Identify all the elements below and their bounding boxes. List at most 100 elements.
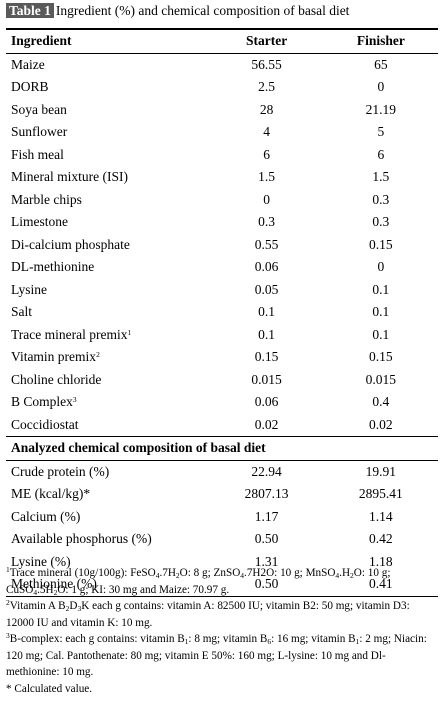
composition-name: Crude protein (%) — [11, 463, 110, 479]
table-row: Di-calcium phosphate 0.55 0.15 — [6, 234, 438, 257]
table-row: B Complex3 0.06 0.4 — [6, 391, 438, 414]
ingredient-name: Trace mineral premix — [11, 326, 128, 342]
table-header-row: Ingredient Starter Finisher — [6, 29, 438, 53]
footnote-mark: 2 — [96, 350, 100, 359]
ingredient-name: Mineral mixture (ISI) — [11, 169, 128, 184]
composition-name: Available phosphorus (%) — [11, 531, 152, 546]
finisher-value: 1.14 — [369, 508, 393, 524]
finisher-value: 65 — [374, 56, 388, 72]
footnote-2: 2Vitamin A B2D3K each g contains: vitami… — [6, 598, 410, 629]
table-row: Maize 56.55 65 — [6, 53, 438, 76]
finisher-value: 0.41 — [323, 573, 438, 597]
finisher-value: 0.3 — [372, 214, 390, 229]
starter-value: 56.55 — [251, 56, 282, 72]
ingredient-cell: Lysine — [6, 279, 210, 302]
starter-value: 0.55 — [254, 236, 279, 252]
finisher-value: 0.1 — [372, 281, 390, 297]
composition-name: Calcium (%) — [11, 508, 81, 524]
table-row: Crude protein (%) 22.94 19.91 — [6, 460, 438, 483]
starter-value: 0.015 — [251, 371, 282, 387]
finisher-value: 0.42 — [369, 531, 393, 546]
starter-value: 28 — [259, 101, 274, 117]
starter-value: 1.17 — [254, 508, 279, 524]
finisher-value: 19.91 — [365, 463, 397, 479]
starter-value: 4 — [263, 124, 270, 139]
table-row: Sunflower 4 5 — [6, 121, 438, 144]
ingredient-name: Marble chips — [11, 191, 82, 207]
ingredient-cell: Mineral mixture (ISI) — [6, 166, 210, 189]
starter-value: 6 — [263, 146, 270, 162]
header-ingredient: Ingredient — [11, 33, 72, 48]
table-row: Lysine 0.05 0.1 — [6, 279, 438, 302]
starter-value: 0 — [263, 191, 270, 207]
starter-value: 22.94 — [251, 463, 282, 479]
section-title: Analyzed chemical composition of basal d… — [6, 436, 438, 461]
ingredient-name: Lysine — [11, 281, 47, 297]
header-finisher: Finisher — [356, 33, 405, 48]
starter-value: 1.31 — [254, 553, 279, 569]
table-row: DORB 2.5 0 — [6, 76, 438, 99]
table-row: Lysine (%) 1.31 1.18 — [6, 551, 438, 574]
starter-value: 0.3 — [258, 214, 276, 229]
finisher-value: 21.19 — [365, 101, 397, 117]
ingredient-cell: Limestone — [6, 211, 210, 234]
finisher-value: 0.02 — [369, 416, 393, 432]
table-row: Trace mineral premix1 0.1 0.1 — [6, 324, 438, 347]
ingredient-name: Soya bean — [11, 101, 67, 117]
finisher-value: 2895.41 — [358, 486, 403, 501]
ingredient-cell: Di-calcium phosphate — [6, 234, 210, 257]
starter-value: 0.05 — [254, 281, 279, 297]
ingredient-name: Salt — [11, 304, 33, 319]
table-row: Calcium (%) 1.17 1.14 — [6, 506, 438, 529]
ingredient-name: DL-methionine — [11, 259, 95, 274]
table-row: Salt 0.1 0.1 — [6, 301, 438, 324]
ingredients-body: Maize 56.55 65 DORB 2.5 0 Soya bean 28 21.19 Sunf… — [6, 53, 438, 437]
ingredient-cell: Vitamin premix2 — [6, 346, 210, 369]
composition-name: Lysine (%) — [11, 553, 71, 569]
ingredient-cell: Trace mineral premix1 — [6, 324, 210, 347]
ingredient-cell: Salt — [6, 301, 210, 324]
table-caption: Table 1 Ingredient (%) and chemical compo… — [6, 3, 349, 19]
ingredient-cell: Soya bean — [6, 99, 210, 122]
footnote-1: 1Trace mineral (10g/100g): FeSO4.7H2O: 8… — [6, 565, 391, 597]
table-row: Vitamin premix2 0.15 0.15 — [6, 346, 438, 369]
footnotes: 1Trace mineral (10g/100g): FeSO4.7H2O: 8… — [6, 565, 438, 697]
table-row: Soya bean 28 21.19 — [6, 99, 438, 122]
composition-name: Methionine (%) — [6, 573, 210, 597]
header-starter: Starter — [245, 33, 288, 48]
table-row: ME (kcal/kg)* 2807.13 2895.41 — [6, 483, 438, 506]
table-row: Fish meal 6 6 — [6, 144, 438, 167]
ingredient-name: Sunflower — [11, 124, 68, 139]
diet-table: Ingredient Starter Finisher Maize 56.55 65… — [6, 28, 438, 597]
finisher-value: 6 — [377, 146, 385, 162]
starter-value: 1.5 — [258, 169, 276, 184]
ingredient-cell: Fish meal — [6, 144, 210, 167]
ingredient-name: Vitamin premix — [11, 349, 97, 364]
finisher-value: 0.15 — [369, 236, 393, 252]
starter-value: 0.50 — [209, 573, 324, 597]
finisher-value: 1.5 — [372, 169, 390, 184]
table-row: Choline chloride 0.015 0.015 — [6, 369, 438, 392]
table-row: Marble chips 0 0.3 — [6, 189, 438, 212]
starter-value: 0.02 — [254, 416, 279, 432]
composition-name: ME (kcal/kg)* — [11, 486, 91, 501]
table-row: Coccidiostat 0.02 0.02 — [6, 414, 438, 437]
ingredient-cell: Choline chloride — [6, 369, 210, 392]
footnote-3: 3B-complex: each g contains: vitamin B1:… — [6, 631, 427, 678]
starter-value: 2807.13 — [244, 486, 289, 501]
ingredient-cell: Coccidiostat — [6, 414, 210, 437]
starter-value: 2.5 — [258, 79, 276, 94]
finisher-value: 0 — [377, 259, 385, 274]
table-label: Table 1 — [6, 3, 54, 18]
footnote-mark: 3 — [72, 395, 77, 404]
starter-value: 0.1 — [258, 304, 276, 319]
ingredient-name: Choline chloride — [11, 371, 102, 387]
composition-body: Analyzed chemical composition of basal d… — [6, 436, 438, 597]
ingredient-name: B Complex — [11, 394, 73, 409]
finisher-value: 0.1 — [372, 304, 390, 319]
finisher-value: 0.1 — [372, 326, 390, 342]
ingredient-cell: Marble chips — [6, 189, 210, 212]
ingredient-name: Di-calcium phosphate — [11, 236, 130, 252]
finisher-value: 5 — [377, 124, 385, 139]
ingredient-name: Limestone — [11, 214, 68, 229]
